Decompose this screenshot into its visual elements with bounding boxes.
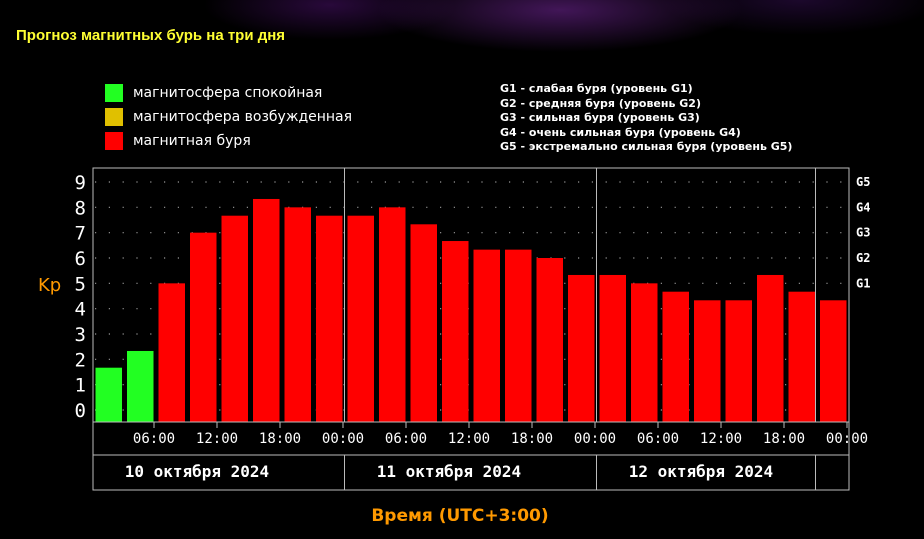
y-axis-label: Kp	[38, 275, 61, 296]
background-glow	[0, 0, 924, 70]
g-tick-label: G5	[856, 175, 870, 189]
day-label: 12 октября 2024	[629, 462, 774, 481]
kp-bar	[788, 291, 815, 422]
kp-bar	[631, 283, 658, 422]
time-tick-label: 18:00	[763, 431, 805, 447]
kp-bar	[473, 249, 500, 422]
y-tick-label: 1	[75, 375, 86, 397]
x-axis-label: Время (UTC+3:00)	[371, 506, 548, 526]
kp-bar	[442, 241, 469, 422]
plot-frame	[92, 167, 850, 423]
day-label: 10 октября 2024	[125, 462, 270, 481]
y-tick-label: 4	[75, 299, 86, 321]
time-axis-frame	[92, 421, 850, 491]
kp-bar	[568, 274, 595, 422]
legend-swatch-quiet	[105, 84, 123, 102]
kp-bar	[253, 198, 280, 422]
legend-item-storm: магнитная буря	[105, 131, 251, 151]
legend-item-quiet: магнитосфера спокойная	[105, 83, 322, 103]
y-tick-label: 8	[75, 197, 86, 219]
legend-label-storm: магнитная буря	[133, 133, 251, 149]
y-tick-label: 7	[75, 223, 86, 245]
g-level-list: G1 - слабая буря (уровень G1) G2 - средн…	[500, 82, 792, 155]
time-tick-label: 00:00	[322, 431, 364, 447]
y-tick-label: 5	[75, 273, 86, 295]
time-tick-label: 12:00	[196, 431, 238, 447]
g-tick-label: G2	[856, 251, 870, 265]
kp-bar	[410, 224, 437, 422]
time-tick-label: 06:00	[133, 431, 175, 447]
g-level-item: G3 - сильная буря (уровень G3)	[500, 111, 700, 124]
kp-bar	[127, 350, 154, 422]
kp-bar	[347, 215, 374, 422]
legend-swatch-storm	[105, 132, 123, 150]
kp-bar	[599, 274, 626, 422]
y-tick-label: 9	[75, 172, 86, 194]
time-tick-label: 18:00	[259, 431, 301, 447]
g-level-item: G1 - слабая буря (уровень G1)	[500, 82, 693, 95]
g-tick-label: G3	[856, 226, 870, 240]
kp-bar	[95, 367, 122, 422]
legend-swatch-excited	[105, 108, 123, 126]
y-tick-label: 2	[75, 349, 86, 371]
kp-bar	[536, 258, 563, 422]
kp-bar	[694, 300, 721, 422]
g-level-item: G2 - средняя буря (уровень G2)	[500, 96, 701, 110]
kp-bar	[725, 300, 752, 422]
legend-label-quiet: магнитосфера спокойная	[133, 85, 323, 101]
kp-bar	[505, 249, 532, 422]
kp-bar	[662, 291, 689, 422]
time-tick-label: 12:00	[448, 431, 490, 447]
kp-bar	[379, 207, 406, 422]
g-tick-label: G1	[856, 276, 870, 290]
time-tick-label: 18:00	[511, 431, 553, 447]
time-tick-label: 12:00	[700, 431, 742, 447]
y-tick-label: 3	[75, 324, 86, 346]
legend-label-excited: магнитосфера возбужденная	[133, 109, 353, 125]
g-level-item: G5 - экстремально сильная буря (уровень …	[500, 140, 793, 153]
kp-bar	[757, 274, 784, 422]
time-tick-label: 00:00	[574, 431, 616, 447]
kp-bar	[316, 215, 343, 422]
kp-bar	[158, 283, 185, 422]
g-tick-label: G4	[856, 200, 870, 214]
legend-item-excited: магнитосфера возбужденная	[105, 107, 352, 127]
time-tick-label: 06:00	[385, 431, 427, 447]
time-tick-label: 00:00	[826, 431, 868, 447]
g-level-item: G4 - очень сильная буря (уровень G4)	[500, 125, 741, 139]
y-tick-label: 6	[75, 248, 86, 270]
y-tick-label: 0	[75, 400, 86, 422]
day-label: 11 октября 2024	[377, 462, 522, 481]
kp-bar	[820, 300, 847, 422]
kp-bar	[190, 232, 217, 422]
time-tick-label: 06:00	[637, 431, 679, 447]
kp-bar	[221, 215, 248, 422]
kp-bar	[284, 207, 311, 422]
page-title: Прогноз магнитных бурь на три дня	[16, 27, 286, 44]
